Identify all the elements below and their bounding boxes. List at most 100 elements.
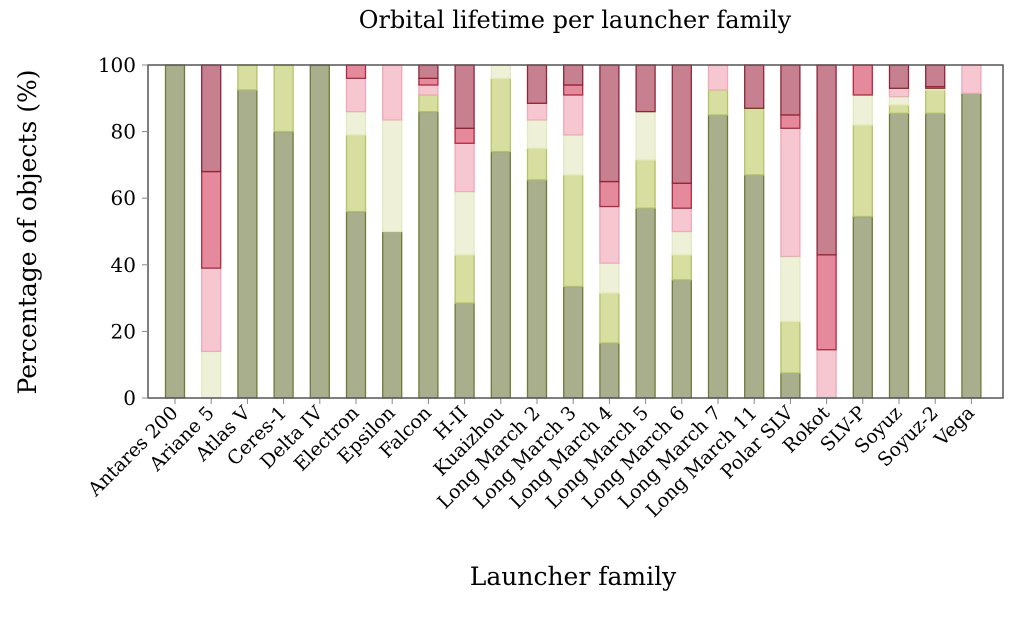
plot-frame xyxy=(147,64,1004,399)
bar-segment-long-march-7-s1 xyxy=(707,114,729,399)
bar-segment-h-ii-s2 xyxy=(454,254,475,304)
x-axis-label: Launcher family xyxy=(470,562,677,591)
chart-title: Orbital lifetime per launcher family xyxy=(359,6,792,34)
bar-segment-long-march-7-s2 xyxy=(707,89,729,116)
bar-segment-soyuz-s2 xyxy=(888,104,910,114)
bar-segment-atlas-v-s2 xyxy=(237,64,258,91)
bar-segment-long-march-3-s5 xyxy=(563,84,584,96)
bar-segment-long-march-2-s1 xyxy=(526,179,548,399)
bar-segment-electron-s1 xyxy=(345,210,367,399)
bar-segment-long-march-6-s2 xyxy=(671,254,692,281)
bar-segment-soyuz-s3 xyxy=(888,95,910,106)
bar-segment-electron-s4 xyxy=(345,77,367,113)
bar-segment-falcon-s5 xyxy=(418,77,439,86)
bar-segment-falcon-s1 xyxy=(418,110,439,399)
bar-segment-polar-slv-s2 xyxy=(780,320,801,374)
bar-segment-long-march-4-s5 xyxy=(599,180,620,208)
bar-segment-antares-200-s1 xyxy=(164,64,186,399)
bar-segment-ariane-5-s3 xyxy=(201,350,222,399)
bar-segment-long-march-4-s4 xyxy=(599,205,620,264)
bar-segment-delta-iv-s1 xyxy=(309,64,330,399)
bar-segment-slv-p-s5 xyxy=(852,64,873,96)
bar-segment-long-march-3-s1 xyxy=(563,285,584,399)
bar-segment-atlas-v-s1 xyxy=(237,89,258,399)
bar-segment-soyuz-2-s6 xyxy=(925,64,946,88)
bar-segment-long-march-6-s3 xyxy=(671,230,692,256)
bar-segment-polar-slv-s1 xyxy=(780,372,801,399)
bar-segment-long-march-6-s1 xyxy=(671,279,692,399)
bar-segment-long-march-6-s5 xyxy=(671,182,692,209)
bar-segment-long-march-2-s6 xyxy=(526,64,548,104)
bar-segment-h-ii-s1 xyxy=(454,302,475,399)
bar-segment-long-march-3-s2 xyxy=(563,174,584,288)
y-tick-label: 80 xyxy=(111,120,136,144)
bar-segment-long-march-5-s6 xyxy=(635,64,656,113)
bar-segment-electron-s3 xyxy=(345,110,367,136)
bar-segment-long-march-3-s4 xyxy=(563,94,584,136)
bar-segment-rokot-s6 xyxy=(816,64,837,256)
bar-segment-long-march-2-s4 xyxy=(526,102,548,121)
bar-segment-rokot-s4 xyxy=(816,349,837,399)
bar-segment-epsilon-s3 xyxy=(382,119,403,233)
bar-segment-long-march-3-s3 xyxy=(563,134,584,176)
bar-segment-rokot-s5 xyxy=(816,254,837,351)
y-tick-label: 20 xyxy=(111,319,136,343)
bar-segment-ceres-1-s2 xyxy=(273,64,294,133)
bar-segment-kuaizhou-s3 xyxy=(490,64,511,79)
bar-segment-ariane-5-s5 xyxy=(201,170,222,269)
bar-segment-electron-s5 xyxy=(345,64,367,79)
bar-segment-long-march-5-s3 xyxy=(635,110,656,161)
bar-segment-h-ii-s4 xyxy=(454,142,475,193)
bar-segment-long-march-4-s1 xyxy=(599,342,620,399)
bar-segment-long-march-2-s2 xyxy=(526,147,548,181)
bar-segment-polar-slv-s5 xyxy=(780,114,801,129)
bar-segment-slv-p-s1 xyxy=(852,215,873,399)
bar-segment-falcon-s4 xyxy=(418,84,439,96)
bar-segment-long-march-2-s3 xyxy=(526,119,548,149)
bar-segment-kuaizhou-s2 xyxy=(490,77,511,153)
bar-segment-long-march-11-s2 xyxy=(744,107,765,176)
bar-segment-soyuz-2-s1 xyxy=(925,112,946,399)
bar-segment-falcon-s6 xyxy=(418,64,439,79)
bar-segment-soyuz-s1 xyxy=(888,112,910,399)
bar-segment-long-march-6-s4 xyxy=(671,207,692,233)
bar-segment-long-march-4-s2 xyxy=(599,292,620,344)
bar-segment-epsilon-s4 xyxy=(382,64,403,121)
bar-segment-soyuz-2-s2 xyxy=(925,89,946,114)
bar-segment-long-march-6-s6 xyxy=(671,64,692,184)
bar-segment-falcon-s2 xyxy=(418,94,439,113)
bar-segment-soyuz-s4 xyxy=(888,87,910,98)
bar-segment-h-ii-s3 xyxy=(454,190,475,256)
bar-segment-long-march-5-s2 xyxy=(635,159,656,209)
bar-segment-electron-s2 xyxy=(345,134,367,213)
y-tick-label: 40 xyxy=(111,253,136,277)
bars-group xyxy=(164,64,982,399)
bar-segment-polar-slv-s4 xyxy=(780,127,801,258)
bar-segment-long-march-7-s4 xyxy=(707,64,729,91)
bar-segment-vega-s1 xyxy=(961,92,982,399)
bar-segment-slv-p-s3 xyxy=(852,94,873,126)
bar-segment-long-march-4-s6 xyxy=(599,64,620,183)
bar-segment-long-march-5-s1 xyxy=(635,207,656,399)
bar-segment-h-ii-s5 xyxy=(454,127,475,144)
bar-segment-vega-s4 xyxy=(961,64,982,94)
bar-segment-slv-p-s2 xyxy=(852,124,873,218)
x-tick-label: Vega xyxy=(930,402,979,451)
y-tick-label: 0 xyxy=(123,386,136,410)
bar-segment-polar-slv-s6 xyxy=(780,64,801,116)
bar-segment-long-march-3-s6 xyxy=(563,64,584,86)
bar-segment-long-march-11-s1 xyxy=(744,174,765,399)
bar-segment-soyuz-s6 xyxy=(888,64,910,89)
bar-segment-ceres-1-s1 xyxy=(273,130,294,399)
bar-segment-polar-slv-s3 xyxy=(780,255,801,323)
bar-segment-ariane-5-s4 xyxy=(201,267,222,353)
bar-segment-kuaizhou-s1 xyxy=(490,150,511,399)
bar-segment-long-march-11-s6 xyxy=(744,64,765,109)
bar-segment-h-ii-s6 xyxy=(454,64,475,129)
y-tick-label: 60 xyxy=(111,186,136,210)
y-axis-label: Percentage of objects (%) xyxy=(13,70,42,395)
y-tick-label: 100 xyxy=(98,53,136,77)
bar-segment-long-march-4-s3 xyxy=(599,262,620,294)
bar-segment-ariane-5-s6 xyxy=(201,64,222,173)
